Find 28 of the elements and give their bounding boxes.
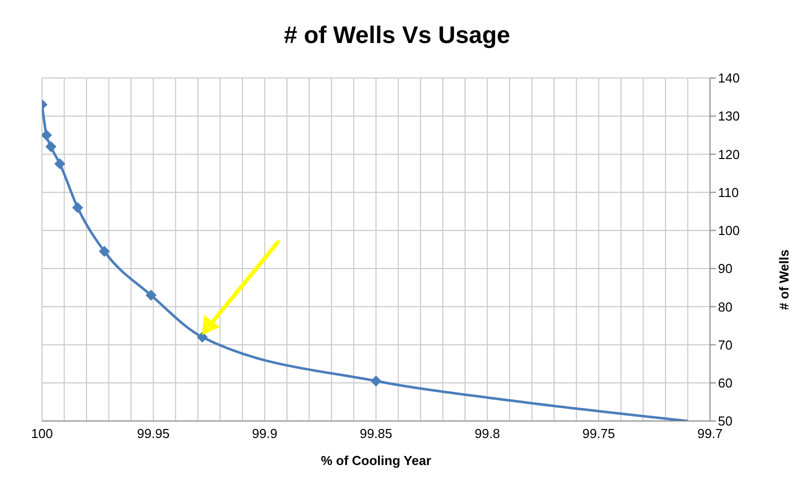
y-tick-label: 90 (718, 261, 732, 276)
y-tick-label: 80 (718, 299, 732, 314)
x-tick-label: 99.75 (582, 426, 615, 442)
x-axis-title: % of Cooling Year (320, 453, 432, 468)
y-tick-label: 100 (718, 223, 740, 238)
x-tick-label: 99.9 (252, 426, 278, 442)
x-tick-label: 99.7 (697, 426, 723, 442)
y-tick-label: 50 (718, 414, 732, 429)
y-tick-label: 110 (718, 184, 739, 200)
point (54, 158, 66, 170)
x-tick-label: 99.95 (137, 426, 170, 442)
y-tick-label: 60 (718, 376, 732, 391)
point (196, 332, 208, 343)
y-tick-label: 130 (718, 108, 740, 124)
y-axis-title: # of Wells (776, 250, 792, 310)
point (98, 246, 110, 257)
chart-title: # of Wells Vs Usage (282, 22, 512, 50)
point (45, 141, 56, 152)
point (72, 202, 84, 214)
y-tick-label: 70 (718, 337, 732, 352)
point (146, 290, 157, 301)
y-tick-label: 120 (718, 146, 740, 162)
point (42, 130, 52, 141)
point (370, 375, 382, 386)
y-tick-label: 140 (718, 70, 740, 86)
x-tick-label: 100 (31, 426, 53, 442)
x-tick-label: 99.85 (360, 426, 392, 442)
x-tick-label: 99.8 (474, 426, 500, 442)
